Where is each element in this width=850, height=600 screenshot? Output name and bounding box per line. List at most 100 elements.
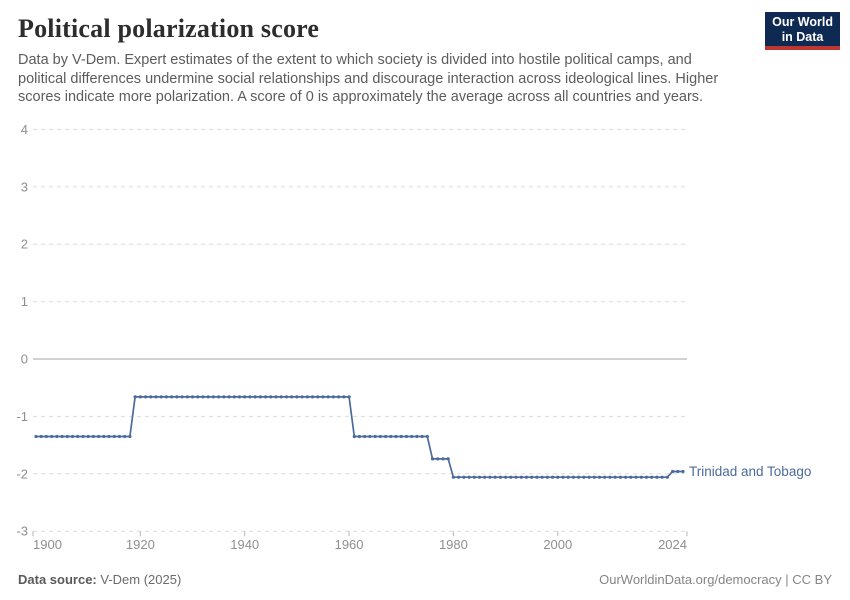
- data-point: [290, 395, 294, 399]
- series-trinidad-and-tobago[interactable]: [34, 395, 685, 479]
- data-point: [603, 475, 607, 479]
- data-point: [566, 475, 570, 479]
- data-point: [39, 434, 43, 439]
- owid-url-link[interactable]: OurWorldinData.org/democracy | CC BY: [599, 572, 832, 587]
- data-point: [613, 475, 617, 479]
- chart-footer: Data source: V-Dem (2025) OurWorldinData…: [18, 572, 832, 587]
- data-point: [676, 469, 680, 474]
- svg-text:-3: -3: [16, 524, 28, 539]
- data-point: [457, 475, 461, 479]
- data-point: [97, 434, 101, 439]
- owid-logo-line2: in Data: [781, 29, 824, 44]
- data-point: [488, 475, 492, 479]
- data-point: [451, 475, 455, 479]
- data-point: [284, 395, 289, 399]
- data-point: [681, 469, 685, 474]
- data-point: [81, 434, 85, 439]
- data-point: [279, 395, 283, 399]
- data-point: [154, 395, 158, 399]
- data-point: [138, 395, 142, 399]
- subtitle-line: Data by V-Dem. Expert estimates of the e…: [18, 52, 692, 68]
- owid-logo[interactable]: Our World in Data: [765, 12, 840, 50]
- svg-text:-1: -1: [16, 409, 28, 424]
- data-point: [420, 434, 424, 439]
- data-point: [472, 475, 476, 479]
- owid-logo-line1: Our World: [772, 15, 833, 29]
- data-point: [258, 395, 262, 399]
- data-point: [55, 434, 59, 439]
- data-point: [551, 475, 555, 479]
- data-point: [149, 395, 153, 399]
- data-point: [368, 434, 372, 439]
- data-point: [159, 395, 163, 399]
- entity-label[interactable]: Trinidad and Tobago: [689, 464, 811, 479]
- data-point: [655, 475, 659, 479]
- data-point: [394, 434, 398, 439]
- data-point: [415, 434, 419, 439]
- data-point: [164, 395, 168, 399]
- data-point: [232, 395, 236, 399]
- data-point: [170, 395, 174, 399]
- data-point: [446, 457, 450, 461]
- data-point: [253, 395, 257, 399]
- data-point: [326, 395, 330, 399]
- data-point: [190, 395, 195, 399]
- data-point: [671, 469, 675, 474]
- data-point: [384, 434, 388, 439]
- data-point: [352, 434, 356, 439]
- data-point: [123, 434, 127, 439]
- data-point: [342, 395, 346, 399]
- svg-text:2: 2: [21, 237, 28, 252]
- data-point: [86, 434, 90, 439]
- data-point: [295, 395, 299, 399]
- data-point: [462, 475, 466, 479]
- svg-text:1980: 1980: [439, 537, 468, 552]
- data-point: [644, 475, 649, 479]
- data-point: [316, 395, 320, 399]
- data-point: [274, 395, 278, 399]
- data-source-value: V-Dem (2025): [96, 572, 182, 587]
- data-point: [185, 395, 189, 399]
- data-point: [577, 475, 581, 479]
- data-point: [65, 434, 69, 439]
- data-point: [629, 475, 633, 479]
- data-point: [493, 475, 497, 479]
- svg-text:3: 3: [21, 179, 28, 194]
- data-point: [430, 457, 435, 461]
- data-point: [331, 395, 335, 399]
- data-point: [107, 434, 111, 439]
- data-point: [441, 457, 445, 461]
- x-axis: 1900 1920 1940 1960 1980 2000 2024: [32, 531, 688, 552]
- data-source-label: Data source:: [18, 572, 97, 587]
- data-point: [639, 475, 643, 479]
- chart-subtitle: Data by V-Dem. Expert estimates of the e…: [18, 51, 832, 107]
- svg-text:0: 0: [21, 352, 28, 367]
- data-point: [378, 434, 382, 439]
- subtitle-line: political differences undermine social r…: [18, 70, 719, 87]
- data-point: [504, 475, 508, 479]
- data-point: [91, 434, 95, 439]
- data-point: [498, 475, 502, 479]
- svg-text:4: 4: [21, 122, 28, 137]
- data-point: [206, 395, 210, 399]
- data-point: [571, 475, 576, 479]
- data-point: [597, 475, 602, 479]
- data-point: [211, 395, 215, 399]
- data-point: [237, 395, 242, 399]
- data-point: [34, 434, 38, 439]
- y-axis-labels: 4 3 2 1 0 -1 -2 -3: [16, 122, 28, 539]
- data-point: [608, 475, 612, 479]
- data-point: [269, 395, 273, 399]
- svg-text:1: 1: [21, 294, 28, 309]
- data-point: [175, 395, 179, 399]
- data-point: [477, 475, 482, 479]
- gridlines: [33, 128, 687, 532]
- data-point: [50, 434, 54, 439]
- data-point: [321, 395, 325, 399]
- data-point: [144, 395, 148, 399]
- data-point: [264, 395, 268, 399]
- data-point: [248, 395, 252, 399]
- svg-text:2000: 2000: [543, 537, 572, 552]
